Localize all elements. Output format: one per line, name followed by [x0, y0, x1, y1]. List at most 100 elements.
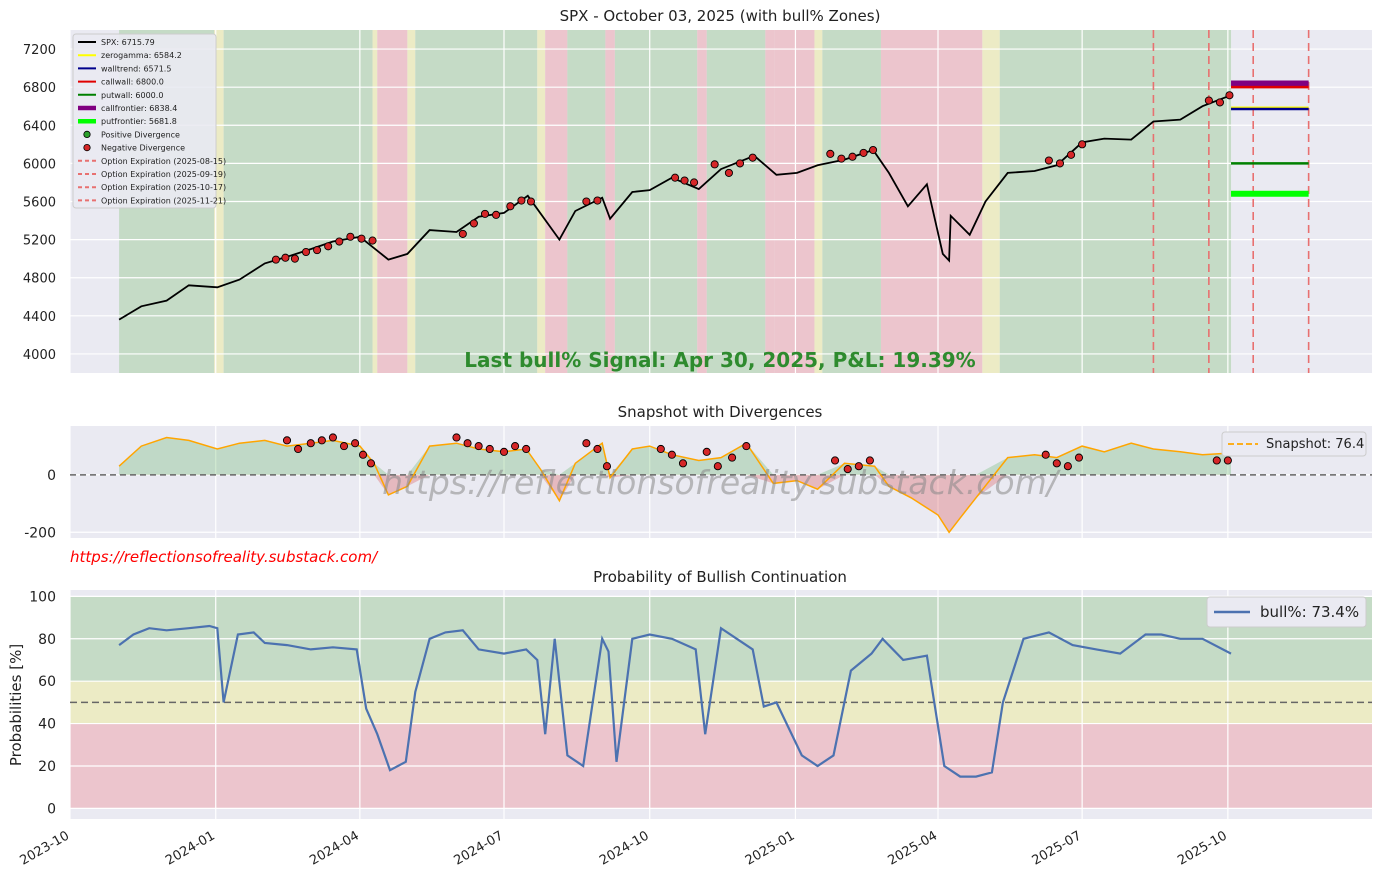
- snapshot-watermark: https://reflectionsofreality.substack.co…: [382, 463, 1062, 502]
- snapshot-divergence-marker: [843, 465, 852, 474]
- legend-label: Option Expiration (2025-08-15): [101, 157, 226, 166]
- probability-y-axis-label: Probabilities [%]: [7, 644, 25, 766]
- snapshot-chart-title: Snapshot with Divergences: [618, 403, 823, 421]
- negative-divergence-marker: [735, 159, 745, 168]
- snapshot-divergence-marker: [463, 439, 472, 448]
- y-tick-label: 80: [38, 632, 56, 648]
- bull-probability-line: [118, 624, 1232, 778]
- spx-y-tick-labels: 4000 4400 4800 5200 5600 6000 6400 6800 7200: [23, 43, 56, 363]
- y-tick-label: 6000: [23, 157, 56, 172]
- substack-url-watermark: https://reflectionsofreality.substack.co…: [70, 548, 379, 566]
- x-tick-label: 2025-07: [1030, 828, 1085, 868]
- negative-divergence-marker: [492, 210, 501, 219]
- snapshot-divergence-marker: [1041, 450, 1050, 459]
- snapshot-divergence-marker: [474, 442, 483, 451]
- negative-divergence-marker: [582, 197, 591, 206]
- gamma-levels: [1231, 80, 1309, 197]
- legend-label: Option Expiration (2025-09-19): [101, 170, 226, 179]
- negative-divergence-marker: [748, 153, 757, 162]
- snapshot-divergence-markers: [282, 433, 1232, 474]
- negative-divergence-marker: [869, 145, 878, 155]
- negative-divergence-marker: [368, 236, 377, 245]
- negative-divergence-marker: [313, 246, 322, 255]
- legend-label: putwall: 6000.0: [101, 91, 163, 100]
- legend-label: walltrend: 6571.5: [101, 64, 171, 73]
- negative-divergence-marker: [346, 232, 355, 241]
- negative-divergence-marker: [526, 197, 535, 206]
- y-tick-label: 5600: [23, 196, 56, 211]
- negative-divergence-marker: [671, 173, 680, 182]
- snapshot-legend-label: Snapshot: 76.4: [1266, 437, 1364, 452]
- legend-label: SPX: 6715.79: [101, 38, 155, 47]
- negative-divergence-marker: [1215, 98, 1224, 107]
- spx-legend-box: [72, 33, 217, 209]
- negative-divergence-marker: [710, 160, 719, 169]
- negative-divergence-marker: [1225, 91, 1234, 100]
- negative-divergence-marker: [271, 255, 280, 264]
- y-tick-label: 0: [47, 468, 56, 484]
- negative-divergence-marker: [281, 253, 290, 262]
- snapshot-divergence-marker: [317, 436, 326, 445]
- y-tick-label: -200: [24, 525, 56, 541]
- negative-divergence-marker: [357, 234, 366, 243]
- x-tick-label: 2024-10: [597, 828, 652, 868]
- negative-divergence-marker: [290, 254, 299, 263]
- legend-swatch: [83, 144, 91, 152]
- negative-divergence-marker: [517, 196, 526, 205]
- spx-gridlines: [69, 30, 1372, 373]
- y-tick-label: 4800: [23, 272, 56, 287]
- snapshot-divergence-marker: [351, 439, 360, 448]
- snapshot-divergence-marker: [328, 433, 337, 442]
- y-tick-label: 7200: [23, 43, 56, 58]
- negative-divergence-marker: [301, 247, 311, 257]
- snapshot-divergence-marker: [294, 444, 303, 454]
- date-x-tick-labels: 2023-10 2024-01 2024-04 2024-07 2024-10 2025-…: [17, 828, 1229, 868]
- snapshot-divergence-marker: [306, 439, 315, 448]
- y-tick-label: 0: [47, 801, 56, 817]
- snapshot-divergence-marker: [667, 450, 676, 459]
- x-tick-label: 2023-10: [17, 828, 72, 868]
- snapshot-divergence-marker: [865, 456, 874, 465]
- snapshot-divergence-marker: [728, 453, 737, 462]
- x-tick-label: 2025-01: [743, 828, 798, 868]
- negative-divergence-markers: [271, 91, 1234, 264]
- snapshot-divergence-marker: [830, 456, 840, 465]
- last-signal-annotation: Last bull% Signal: Apr 30, 2025, P&L: 19…: [464, 348, 975, 372]
- spx-legend-items: SPX: 6715.79 zerogamma: 6584.2 walltrend: …: [78, 38, 226, 205]
- negative-divergence-marker: [1067, 150, 1076, 159]
- negative-divergence-marker: [1078, 140, 1087, 149]
- y-tick-label: 60: [38, 674, 56, 690]
- snapshot-divergence-marker: [702, 447, 711, 456]
- y-tick-label: 4000: [23, 348, 56, 363]
- snapshot-negative-fill: [119, 474, 1232, 533]
- snapshot-line: [118, 436, 1232, 534]
- x-tick-label: 2024-01: [163, 828, 218, 868]
- legend-label: putfrontier: 5681.8: [101, 117, 177, 126]
- snapshot-divergence-marker: [1063, 462, 1072, 471]
- snapshot-divergence-marker: [656, 444, 665, 454]
- snapshot-divergence-marker: [485, 444, 494, 454]
- negative-divergence-marker: [458, 229, 467, 238]
- snapshot-divergence-marker: [282, 436, 292, 445]
- legend-label: Negative Divergence: [101, 144, 185, 153]
- y-tick-label: 4400: [23, 310, 56, 325]
- snapshot-divergence-marker: [742, 442, 751, 451]
- snapshot-divergence-marker: [499, 447, 509, 456]
- negative-divergence-marker: [335, 237, 344, 246]
- snapshot-divergence-marker: [1212, 456, 1221, 465]
- snapshot-divergence-marker: [854, 462, 863, 471]
- negative-divergence-marker: [680, 176, 689, 185]
- negative-divergence-marker: [469, 219, 478, 228]
- snapshot-divergence-marker: [339, 442, 349, 451]
- y-tick-label: 6800: [23, 81, 56, 96]
- legend-swatch: [83, 130, 91, 138]
- negative-divergence-marker: [690, 178, 699, 187]
- negative-divergence-marker: [593, 196, 602, 205]
- spx-chart-title: SPX - October 03, 2025 (with bull% Zones…: [560, 7, 881, 25]
- probability-y-tick-labels: 0 20 40 60 80 100: [29, 589, 56, 817]
- negative-divergence-marker: [826, 149, 835, 158]
- snapshot-y-tick-labels: -200 0: [24, 468, 56, 541]
- snapshot-legend: Snapshot: 76.4: [1221, 431, 1367, 457]
- negative-divergence-marker: [506, 202, 515, 211]
